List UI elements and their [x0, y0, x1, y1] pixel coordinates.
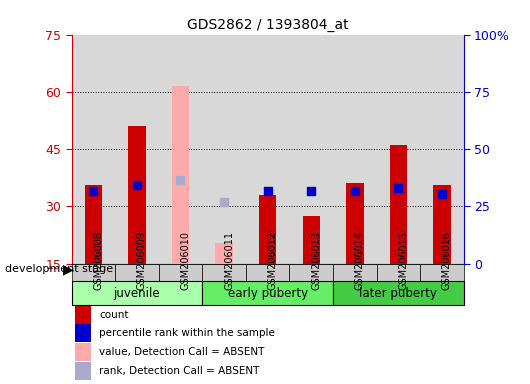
Bar: [289, 263, 333, 281]
Text: count: count: [99, 310, 128, 319]
Point: [263, 189, 272, 195]
Bar: [128, 126, 146, 263]
Point: [220, 199, 228, 205]
Bar: [115, 263, 158, 281]
Bar: [75, 362, 91, 380]
Text: later puberty: later puberty: [359, 286, 437, 300]
Bar: [172, 86, 189, 263]
Bar: [85, 185, 102, 263]
Text: juvenile: juvenile: [113, 286, 160, 300]
Text: early puberty: early puberty: [227, 286, 308, 300]
Bar: [202, 281, 333, 305]
Bar: [390, 145, 407, 263]
Text: percentile rank within the sample: percentile rank within the sample: [99, 328, 275, 338]
Bar: [75, 324, 91, 342]
Text: GSM206016: GSM206016: [442, 231, 452, 290]
Bar: [303, 216, 320, 263]
Point: [438, 190, 446, 197]
Bar: [246, 263, 289, 281]
Point: [89, 189, 98, 195]
Bar: [75, 306, 91, 324]
Bar: [377, 263, 420, 281]
Bar: [72, 281, 202, 305]
Text: GSM206014: GSM206014: [355, 231, 365, 290]
Bar: [420, 263, 464, 281]
Text: GSM206010: GSM206010: [181, 231, 190, 290]
Point: [394, 185, 403, 191]
Bar: [259, 195, 276, 263]
Point: [307, 189, 315, 195]
Text: GSM206015: GSM206015: [399, 231, 409, 290]
Bar: [433, 185, 450, 263]
Text: development stage: development stage: [5, 264, 113, 274]
Title: GDS2862 / 1393804_at: GDS2862 / 1393804_at: [187, 18, 348, 32]
Point: [350, 189, 359, 195]
Text: GSM206012: GSM206012: [268, 231, 278, 290]
Point: [132, 182, 141, 188]
Bar: [333, 263, 377, 281]
Point: [176, 177, 185, 183]
Text: value, Detection Call = ABSENT: value, Detection Call = ABSENT: [99, 347, 264, 357]
Text: GSM206011: GSM206011: [224, 231, 234, 290]
Bar: [202, 263, 246, 281]
Bar: [75, 343, 91, 361]
Text: GSM206008: GSM206008: [93, 231, 103, 290]
Bar: [346, 184, 364, 263]
Bar: [333, 281, 464, 305]
Text: GSM206013: GSM206013: [311, 231, 321, 290]
Text: rank, Detection Call = ABSENT: rank, Detection Call = ABSENT: [99, 366, 259, 376]
Bar: [215, 243, 233, 263]
Text: GSM206009: GSM206009: [137, 231, 147, 290]
Bar: [72, 263, 115, 281]
Text: ▶: ▶: [63, 262, 73, 276]
Bar: [158, 263, 202, 281]
